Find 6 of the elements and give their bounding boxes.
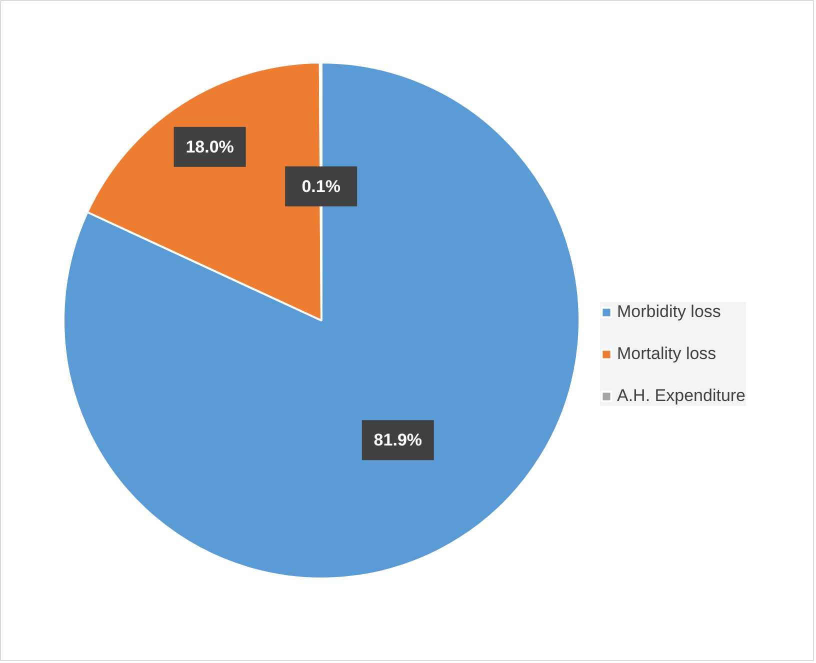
legend-label: Morbidity loss — [617, 302, 721, 322]
data-label: 0.1% — [302, 176, 340, 196]
legend-label: A.H. Expenditure — [617, 386, 746, 406]
data-label: 81.9% — [374, 430, 422, 450]
data-label: 18.0% — [186, 137, 234, 156]
legend-label: Mortality loss — [617, 344, 716, 364]
